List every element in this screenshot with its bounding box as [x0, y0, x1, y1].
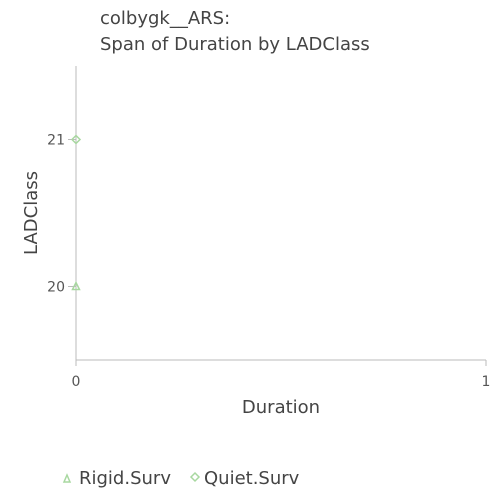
x-tick-label: 0 — [72, 374, 81, 390]
legend-label-rigid-surv: Rigid.Surv — [79, 468, 171, 489]
chart-title-line-2: Span of Duration by LADClass — [100, 34, 370, 55]
x-tick-label: 1 — [482, 374, 491, 390]
axis-ticks: 0 1 20 21 — [47, 133, 490, 391]
legend-marker-quiet-surv — [189, 471, 201, 483]
data-point-quiet-surv — [70, 134, 82, 145]
legend-marker-rigid-surv — [62, 473, 72, 483]
y-axis-label: LADClass — [21, 171, 42, 255]
x-axis-label: Duration — [242, 397, 320, 418]
legend: Rigid.Surv Quiet.Surv — [62, 468, 300, 489]
chart-title-line-1: colbygk__ARS: — [100, 8, 230, 29]
data-point-rigid-surv — [71, 280, 81, 291]
y-tick-label: 21 — [47, 133, 65, 149]
legend-label-quiet-surv: Quiet.Surv — [204, 468, 300, 489]
y-tick-label: 20 — [47, 280, 65, 296]
data-points — [70, 134, 82, 291]
